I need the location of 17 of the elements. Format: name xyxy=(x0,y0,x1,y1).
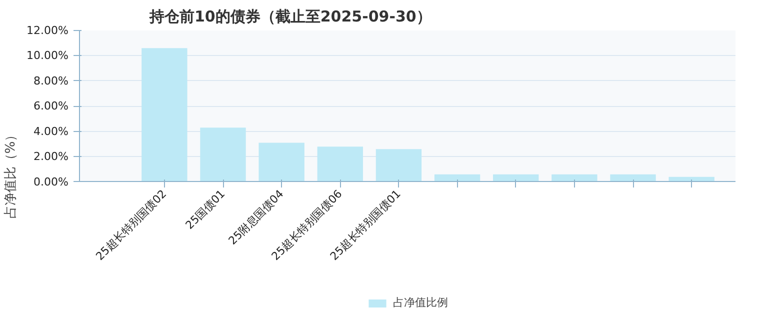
bar xyxy=(317,146,363,182)
legend-label: 占净值比例 xyxy=(393,295,448,310)
bar xyxy=(376,149,422,182)
bar xyxy=(142,48,188,182)
y-tick-label: 0.00% xyxy=(34,175,69,188)
y-tick-label: 6.00% xyxy=(34,100,69,113)
x-tick-label: 25国债01 xyxy=(183,187,228,232)
y-tick-label: 12.00% xyxy=(26,24,69,37)
y-axis-title: 占净值比（%） xyxy=(4,128,19,219)
chart-title: 持仓前10的债券（截止至2025-09-30） xyxy=(148,8,432,26)
x-tick-label: 25超长特别国债02 xyxy=(93,187,170,263)
y-tick-label: 4.00% xyxy=(34,124,69,138)
y-tick-label: 2.00% xyxy=(34,150,69,164)
bar xyxy=(258,142,304,182)
y-tick-label: 10.00% xyxy=(26,49,69,62)
bar xyxy=(200,128,246,182)
y-tick-label: 8.00% xyxy=(34,74,69,88)
